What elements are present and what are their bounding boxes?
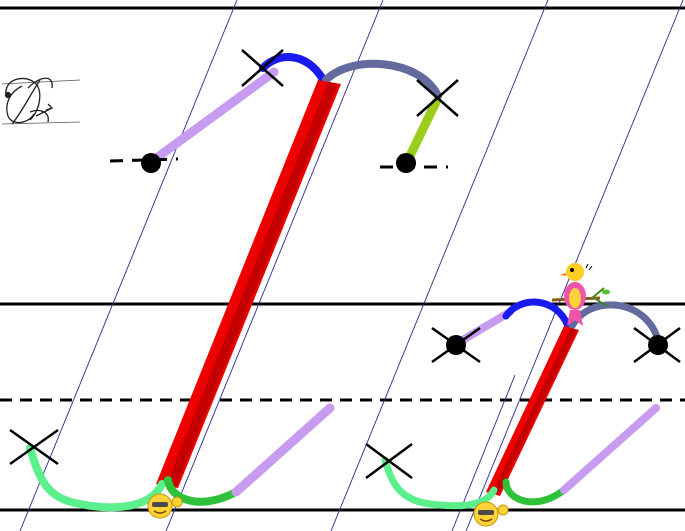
bottom-loop-right-stroke bbox=[502, 478, 568, 506]
top-arc-right-stroke bbox=[322, 59, 442, 100]
bird-icon bbox=[551, 263, 610, 326]
cursive-capital-zh-sample-icon bbox=[1, 77, 81, 125]
cross-mark bbox=[416, 79, 459, 117]
exit-connector-stroke bbox=[560, 404, 660, 494]
main-downstroke-shadow bbox=[166, 82, 338, 487]
start-dot bbox=[141, 153, 161, 173]
cross-mark bbox=[365, 442, 413, 480]
entry-connector-stroke bbox=[146, 67, 279, 167]
waving-smiley-icon bbox=[473, 501, 509, 527]
exit-connector-stroke bbox=[231, 403, 335, 497]
lowercase-letter-strokes bbox=[365, 298, 681, 510]
tail-dot bbox=[396, 153, 416, 173]
ruling-lines bbox=[0, 6, 685, 512]
top-arc-left-stroke bbox=[502, 298, 572, 330]
waving-smiley-icon bbox=[147, 493, 183, 519]
slant-line bbox=[165, 0, 384, 531]
main-downstroke-shadow bbox=[492, 328, 577, 495]
slant-guide-lines bbox=[19, 0, 684, 531]
cross-mark bbox=[633, 326, 681, 364]
bottom-loop-right-stroke bbox=[164, 476, 240, 506]
bottom-loop-left-stroke bbox=[26, 444, 166, 512]
slant-line bbox=[19, 0, 238, 531]
bottom-loop-left-stroke bbox=[381, 456, 498, 510]
capital-letter-strokes bbox=[9, 49, 459, 512]
cross-mark bbox=[241, 49, 284, 87]
cross-mark bbox=[9, 428, 59, 466]
right-tail-stroke bbox=[402, 97, 441, 167]
cross-mark bbox=[431, 326, 481, 364]
slant-line bbox=[330, 0, 549, 531]
